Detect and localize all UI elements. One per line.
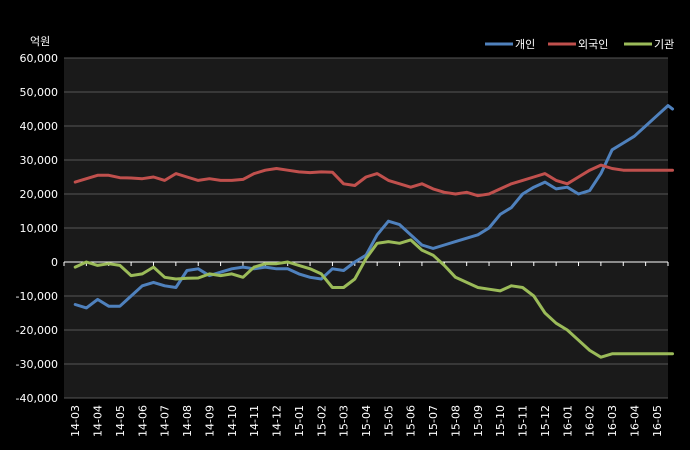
y-tick-label: 60,000	[20, 52, 59, 65]
y-tick-label: -10,000	[16, 290, 58, 303]
chart-title: 코스닥 누적순매수 2014년 3월 1일~2016년5월13일	[64, 11, 426, 29]
y-tick-label: -20,000	[16, 324, 58, 337]
unit-label: 억원	[30, 35, 50, 48]
y-tick-label: -30,000	[16, 358, 58, 371]
legend-label: 외국인	[578, 38, 608, 51]
legend: 개인 외국인 기관	[485, 38, 674, 51]
series-line-0	[73, 104, 674, 310]
x-tick-label: 15-09	[472, 405, 485, 437]
x-tick-label: 14-07	[159, 405, 172, 437]
x-tick-label: 14-11	[248, 405, 261, 437]
series-lines	[73, 104, 674, 359]
x-tick-label: 16-01	[561, 405, 574, 437]
x-axis-ticks	[63, 262, 669, 266]
x-tick-label: 15-07	[427, 405, 440, 437]
x-tick-label: 14-10	[226, 405, 239, 437]
legend-label: 개인	[515, 38, 535, 51]
x-tick-label: 14-06	[136, 405, 149, 437]
x-tick-label: 15-02	[315, 405, 328, 437]
x-tick-label: 16-02	[584, 405, 597, 437]
x-tick-label: 15-05	[382, 405, 395, 437]
x-tick-label: 15-12	[539, 405, 552, 437]
y-tick-label: 0	[51, 256, 58, 269]
x-tick-label: 15-08	[449, 405, 462, 437]
x-tick-label: 15-10	[494, 405, 507, 437]
x-tick-label: 16-03	[606, 405, 619, 437]
y-tick-label: 50,000	[20, 86, 59, 99]
x-tick-label: 15-01	[293, 405, 306, 437]
x-tick-label: 15-03	[338, 405, 351, 437]
x-tick-label: 14-12	[271, 405, 284, 437]
y-tick-label: 20,000	[20, 188, 59, 201]
y-axis-labels: 60,000 50,000 40,000 30,000 20,000 10,000 0 -10…	[16, 52, 58, 405]
y-tick-label: 10,000	[20, 222, 59, 235]
series-line-1	[73, 163, 674, 198]
series-line-2	[73, 238, 674, 359]
x-tick-label: 16-04	[628, 405, 641, 437]
legend-label: 기관	[654, 38, 674, 51]
x-axis-labels: 14-03 14-04 14-05 14-06 14-07 14-08 14-09 14-10…	[69, 405, 664, 437]
y-tick-label: 40,000	[20, 120, 59, 133]
x-tick-label: 15-06	[405, 405, 418, 437]
x-tick-label: 16-05	[651, 405, 664, 437]
x-tick-label: 15-04	[360, 405, 373, 437]
x-tick-label: 14-08	[181, 405, 194, 437]
y-tick-label: -40,000	[16, 392, 58, 405]
x-tick-label: 15-11	[517, 405, 530, 437]
x-tick-label: 14-05	[114, 405, 127, 437]
y-tick-label: 30,000	[20, 154, 59, 167]
x-tick-label: 14-04	[92, 405, 105, 437]
x-tick-label: 14-09	[203, 405, 216, 437]
x-tick-label: 14-03	[69, 405, 82, 437]
